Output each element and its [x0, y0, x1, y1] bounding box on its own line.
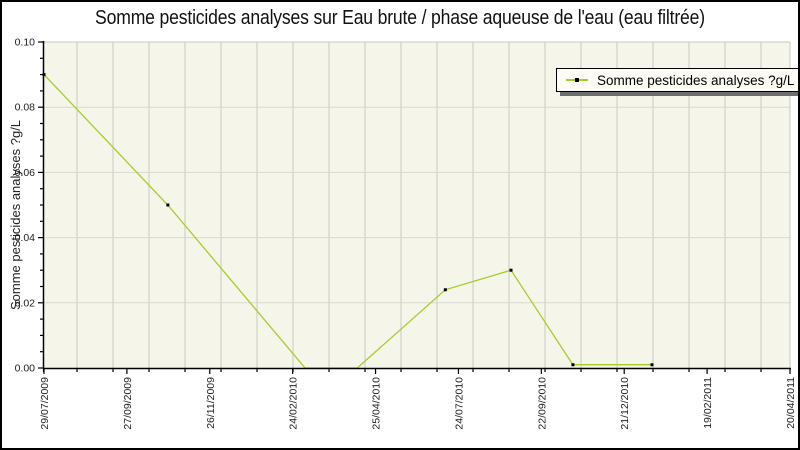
- x-tick-label: 20/04/2011: [785, 377, 797, 429]
- data-point-marker: [650, 363, 654, 367]
- legend: Somme pesticides analyses ?g/L: [556, 68, 798, 92]
- data-line: [43, 74, 652, 369]
- data-point-marker: [571, 363, 575, 367]
- x-tick-label: 25/04/2010: [371, 377, 383, 430]
- x-tick-label: 29/07/2009: [39, 377, 51, 430]
- y-tick-label: 0.02: [15, 297, 36, 309]
- data-point-marker: [443, 288, 447, 292]
- x-tick-label: 26/11/2009: [205, 377, 217, 429]
- data-point-marker: [42, 73, 46, 77]
- y-tick-label: 0.08: [15, 102, 36, 114]
- legend-label: Somme pesticides analyses ?g/L: [597, 72, 795, 88]
- chart-title: Somme pesticides analyses sur Eau brute …: [95, 7, 705, 29]
- x-tick-label: 22/09/2010: [536, 377, 548, 430]
- legend-dot: [575, 78, 579, 82]
- x-tick-label: 19/02/2011: [702, 377, 714, 429]
- y-axis-title: Somme pesticides analyses ?g/L: [8, 119, 23, 310]
- x-tick-label: 27/09/2009: [122, 377, 134, 430]
- y-tick-label: 0.04: [15, 232, 36, 244]
- data-point-marker: [166, 203, 170, 207]
- data-point-marker: [509, 268, 513, 272]
- x-tick-label: 24/02/2010: [288, 377, 300, 430]
- legend-line-marker-icon: [566, 74, 588, 86]
- x-tick-label: 24/07/2010: [453, 377, 465, 430]
- x-tick-label: 21/12/2010: [619, 377, 631, 430]
- y-tick-label: 0.10: [15, 37, 36, 49]
- y-tick-label: 0.06: [15, 167, 36, 179]
- y-tick-label: 0.00: [15, 363, 36, 375]
